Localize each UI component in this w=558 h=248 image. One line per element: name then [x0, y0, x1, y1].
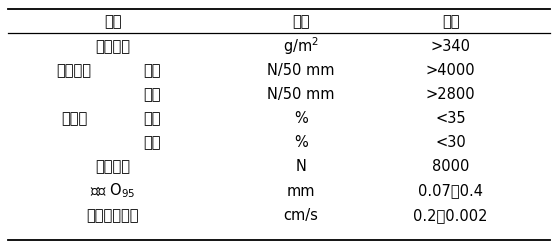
Text: 0.07～0.4: 0.07～0.4: [418, 184, 483, 199]
Text: 8000: 8000: [432, 159, 469, 174]
Text: N: N: [296, 159, 306, 174]
Text: N/50 mm: N/50 mm: [267, 63, 335, 78]
Text: N/50 mm: N/50 mm: [267, 87, 335, 102]
Text: 抗拉强度: 抗拉强度: [56, 63, 92, 78]
Text: %: %: [294, 135, 308, 150]
Text: %: %: [294, 111, 308, 126]
Text: 0.2～0.002: 0.2～0.002: [413, 208, 488, 223]
Text: 横向: 横向: [143, 87, 160, 102]
Text: 单位质量: 单位质量: [95, 39, 131, 54]
Text: >2800: >2800: [426, 87, 475, 102]
Text: 纵向: 纵向: [143, 63, 160, 78]
Text: 横向: 横向: [143, 135, 160, 150]
Text: 单位: 单位: [292, 15, 310, 30]
Text: >4000: >4000: [426, 63, 475, 78]
Text: <35: <35: [435, 111, 466, 126]
Text: <30: <30: [435, 135, 466, 150]
Text: 指标: 指标: [442, 15, 459, 30]
Text: mm: mm: [287, 184, 315, 199]
Text: 延伸率: 延伸率: [61, 111, 87, 126]
Text: g/m$^2$: g/m$^2$: [283, 35, 319, 57]
Text: 项目: 项目: [104, 15, 122, 30]
Text: >340: >340: [431, 39, 471, 54]
Text: 纵向: 纵向: [143, 111, 160, 126]
Text: 顶破强度: 顶破强度: [95, 159, 131, 174]
Text: 垂直渗透系数: 垂直渗透系数: [86, 208, 139, 223]
Text: cm/s: cm/s: [283, 208, 319, 223]
Text: 孔径 O$_{95}$: 孔径 O$_{95}$: [90, 182, 136, 200]
